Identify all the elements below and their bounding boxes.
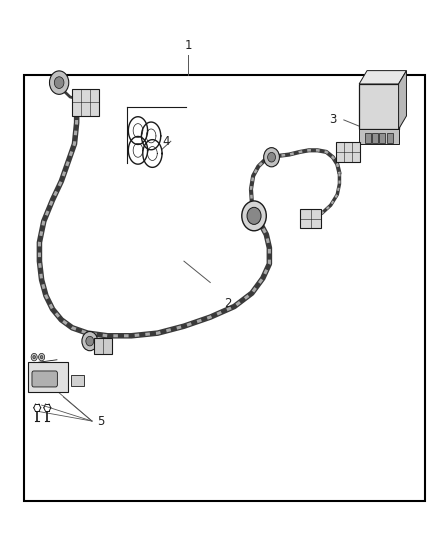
Circle shape <box>86 336 94 346</box>
Polygon shape <box>399 70 406 129</box>
Bar <box>94 338 112 354</box>
Bar <box>28 362 68 392</box>
Bar <box>24 75 425 501</box>
Circle shape <box>54 77 64 88</box>
Bar <box>387 133 393 142</box>
Polygon shape <box>359 70 406 84</box>
Circle shape <box>247 207 261 224</box>
Bar <box>72 89 99 116</box>
Text: 4: 4 <box>162 135 170 148</box>
Bar <box>359 84 399 129</box>
Text: 2: 2 <box>224 297 232 310</box>
Circle shape <box>40 356 43 359</box>
Circle shape <box>39 353 45 361</box>
Bar <box>71 375 84 386</box>
Circle shape <box>264 148 279 167</box>
Circle shape <box>242 201 266 231</box>
Bar <box>365 133 371 142</box>
Text: 5: 5 <box>97 415 104 427</box>
Bar <box>372 133 378 142</box>
FancyBboxPatch shape <box>32 371 57 387</box>
Text: 1: 1 <box>184 39 192 52</box>
Bar <box>379 133 385 142</box>
Bar <box>336 142 360 162</box>
Circle shape <box>31 353 37 361</box>
Bar <box>300 209 321 228</box>
Bar <box>359 129 399 144</box>
Circle shape <box>49 71 69 94</box>
Circle shape <box>82 332 98 351</box>
Circle shape <box>33 356 35 359</box>
Text: 3: 3 <box>329 114 336 126</box>
Circle shape <box>268 152 276 162</box>
